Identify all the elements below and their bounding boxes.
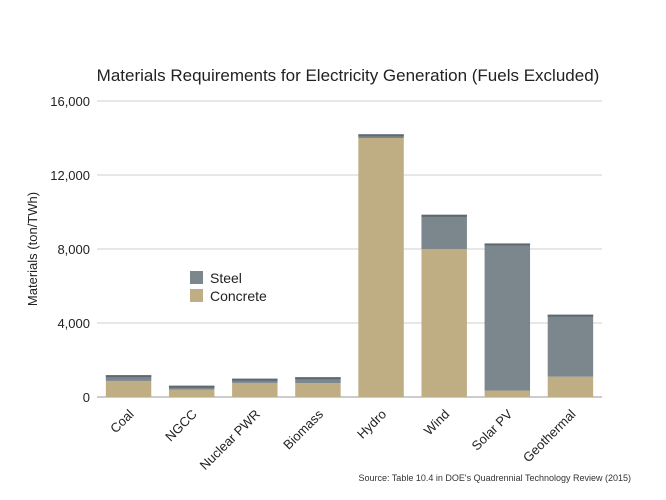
y-tick-label: 4,000 xyxy=(57,316,90,331)
bar-concrete-nuclear-pwr xyxy=(232,382,278,397)
bar-concrete-solar-pv xyxy=(484,390,531,397)
x-tick-label: Wind xyxy=(421,407,453,439)
bars xyxy=(105,134,594,397)
x-tick-label: Hydro xyxy=(354,407,389,442)
bar-steel-solar-pv xyxy=(484,243,531,391)
x-tick-label: Solar PV xyxy=(469,406,516,453)
legend-swatch-concrete xyxy=(190,289,203,302)
bar-concrete-biomass xyxy=(295,383,341,397)
bar-top-edge xyxy=(421,214,467,217)
bar-steel-wind xyxy=(421,214,467,249)
chart-title: Materials Requirements for Electricity G… xyxy=(97,66,600,85)
legend-label-concrete: Concrete xyxy=(210,288,267,304)
bar-concrete-hydro xyxy=(358,138,404,397)
bar-top-edge xyxy=(295,377,341,380)
y-axis-title: Materials (ton/TWh) xyxy=(25,192,40,306)
bar-concrete-wind xyxy=(421,249,467,397)
bar-concrete-geothermal xyxy=(547,376,594,397)
y-tick-labels: 0 4,000 8,000 12,000 16,000 xyxy=(50,94,90,405)
bar-steel-geothermal xyxy=(547,314,594,377)
x-tick-label: Geothermal xyxy=(520,406,579,465)
y-tick-label: 8,000 xyxy=(57,242,90,257)
bar-top-edge xyxy=(484,243,531,246)
bar-top-edge xyxy=(105,375,152,378)
bar-top-edge xyxy=(168,385,215,388)
bar-top-edge xyxy=(358,134,404,137)
y-tick-label: 0 xyxy=(83,390,90,405)
legend: Steel Concrete xyxy=(190,270,267,304)
bar-steel-coal xyxy=(105,375,152,381)
bar-top-edge xyxy=(232,378,278,381)
legend-label-steel: Steel xyxy=(210,270,242,286)
x-tick-label: Biomass xyxy=(280,406,326,452)
bar-concrete-ngcc xyxy=(168,389,215,397)
legend-swatch-steel xyxy=(190,271,203,284)
x-tick-label: NGCC xyxy=(162,407,200,445)
x-tick-label: Nuclear PWR xyxy=(197,407,263,473)
bar-steel-nuclear-pwr xyxy=(232,378,278,383)
source-note: Source: Table 10.4 in DOE's Quadrennial … xyxy=(358,473,631,483)
bar-steel-biomass xyxy=(295,377,341,384)
y-tick-label: 16,000 xyxy=(50,94,90,109)
y-tick-label: 12,000 xyxy=(50,168,90,183)
bar-concrete-coal xyxy=(105,380,152,397)
bar-top-edge xyxy=(547,314,594,317)
x-tick-label: Coal xyxy=(107,406,137,436)
